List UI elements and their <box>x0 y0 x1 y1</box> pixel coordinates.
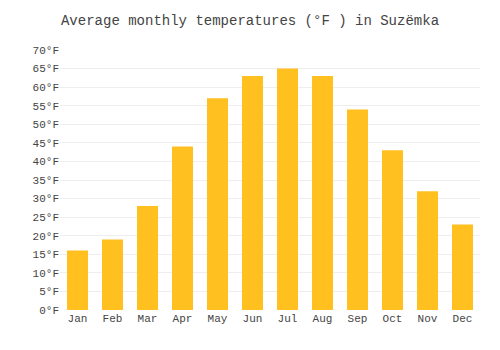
svg-text:30°F: 30°F <box>33 193 59 205</box>
svg-text:Apr: Apr <box>173 313 193 325</box>
svg-text:Nov: Nov <box>418 313 438 325</box>
svg-text:Average monthly temperatures (: Average monthly temperatures (°F ) in Su… <box>61 13 439 29</box>
svg-text:Jul: Jul <box>278 313 298 325</box>
svg-text:20°F: 20°F <box>33 231 59 243</box>
svg-text:25°F: 25°F <box>33 212 59 224</box>
svg-text:40°F: 40°F <box>33 156 59 168</box>
svg-text:10°F: 10°F <box>33 268 59 280</box>
svg-text:Jan: Jan <box>68 313 88 325</box>
svg-text:Jun: Jun <box>243 313 263 325</box>
svg-text:70°F: 70°F <box>33 45 59 57</box>
svg-text:May: May <box>208 313 228 325</box>
svg-text:Sep: Sep <box>348 313 368 325</box>
svg-text:50°F: 50°F <box>33 119 59 131</box>
svg-text:Oct: Oct <box>383 313 403 325</box>
svg-text:65°F: 65°F <box>33 63 59 75</box>
svg-text:0°F: 0°F <box>39 305 59 317</box>
svg-text:Feb: Feb <box>103 313 123 325</box>
svg-text:5°F: 5°F <box>39 286 59 298</box>
svg-text:Mar: Mar <box>138 313 158 325</box>
svg-text:15°F: 15°F <box>33 249 59 261</box>
svg-text:Aug: Aug <box>313 313 333 325</box>
svg-text:35°F: 35°F <box>33 175 59 187</box>
svg-text:45°F: 45°F <box>33 138 59 150</box>
svg-text:60°F: 60°F <box>33 82 59 94</box>
svg-text:Dec: Dec <box>453 313 473 325</box>
svg-text:55°F: 55°F <box>33 101 59 113</box>
